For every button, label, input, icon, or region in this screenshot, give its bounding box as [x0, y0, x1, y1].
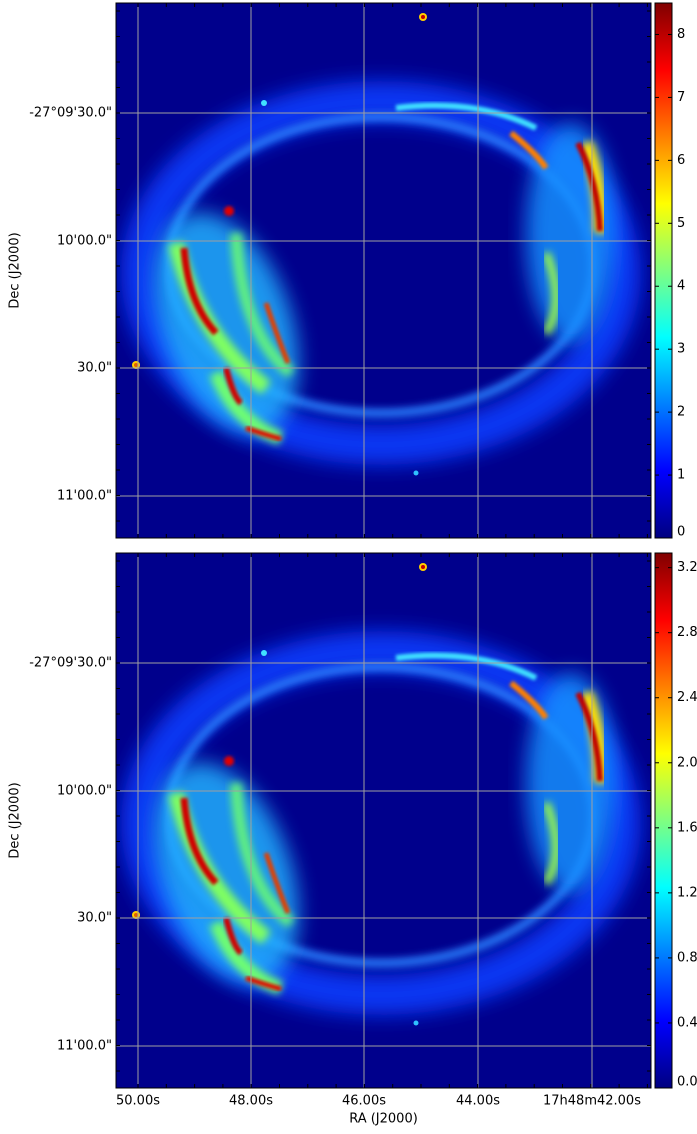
- sky-image: [116, 553, 651, 1088]
- y-tick-label: 10'00.0": [57, 784, 112, 799]
- colorbar-tick-label: 1.2: [677, 885, 697, 900]
- colorbar-tick-label: 2: [677, 405, 685, 420]
- colorbar-tick-label: 6: [677, 153, 685, 168]
- y-tick-label: 10'00.0": [57, 234, 112, 249]
- y-tick-label: 11'00.0": [57, 1039, 112, 1054]
- y-axis-label: Dec (J2000): [8, 232, 23, 308]
- colorbar-tick-label: 3.2: [677, 560, 697, 575]
- colorbar-tick-label: 2.8: [677, 625, 697, 640]
- colorbar-tick-label: 0.4: [677, 1015, 697, 1030]
- image-frame: [115, 2, 652, 539]
- y-tick-label: 30.0": [77, 361, 112, 376]
- y-tick-label: 30.0": [77, 911, 112, 926]
- x-tick-label: 44.00s: [456, 1094, 500, 1109]
- sky-image: [116, 3, 651, 538]
- colorbar: [654, 552, 673, 1089]
- x-tick-label: 17h48m42.00s: [543, 1094, 641, 1109]
- image-frame: [115, 552, 652, 1089]
- y-axis-label: Dec (J2000): [8, 782, 23, 858]
- colorbar-tick-label: 0: [677, 525, 685, 540]
- colorbar-tick-label: 0.0: [677, 1075, 697, 1090]
- x-tick-label: 46.00s: [342, 1094, 386, 1109]
- y-tick-label: -27°09'30.0": [29, 656, 112, 671]
- colorbar-tick-label: 1: [677, 468, 685, 483]
- colorbar: [654, 2, 673, 539]
- colorbar-tick-label: 2.0: [677, 755, 697, 770]
- x-axis-label: RA (J2000): [349, 1112, 418, 1127]
- colorbar-tick-label: 4: [677, 279, 685, 294]
- y-tick-label: 11'00.0": [57, 489, 112, 504]
- colorbar-tick-label: 1.6: [677, 820, 697, 835]
- x-tick-label: 50.00s: [116, 1094, 160, 1109]
- colorbar-tick-label: 5: [677, 216, 685, 231]
- y-tick-label: -27°09'30.0": [29, 106, 112, 121]
- colorbar-tick-label: 3: [677, 342, 685, 357]
- colorbar-tick-label: 7: [677, 90, 685, 105]
- colorbar-tick-label: 0.8: [677, 950, 697, 965]
- x-tick-label: 48.00s: [229, 1094, 273, 1109]
- colorbar-tick-label: 8: [677, 27, 685, 42]
- colorbar-tick-label: 2.4: [677, 690, 697, 705]
